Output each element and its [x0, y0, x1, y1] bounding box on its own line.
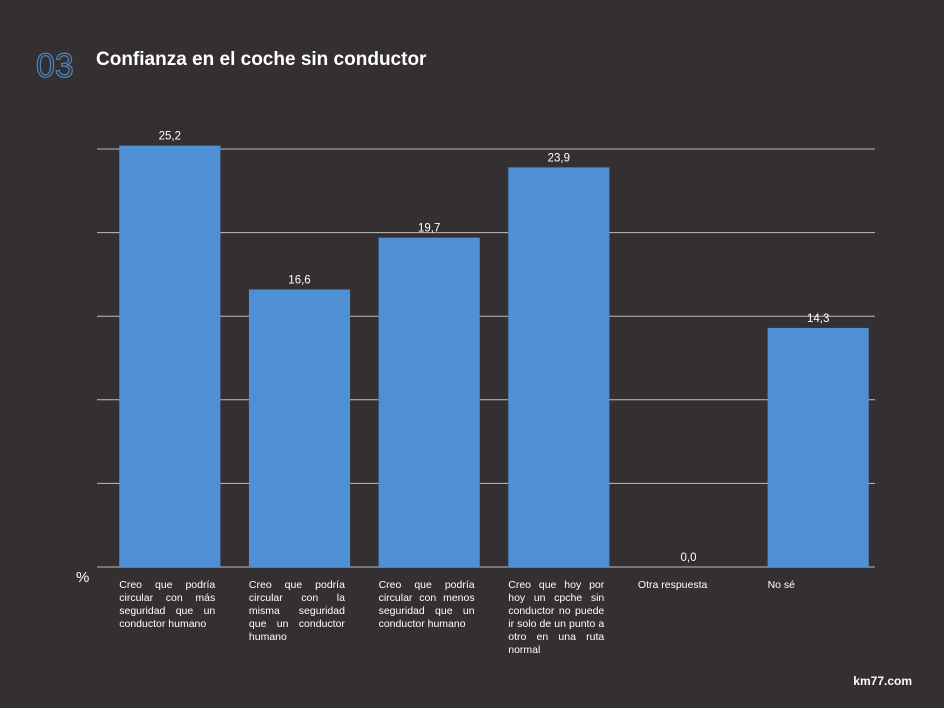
bar: [119, 145, 221, 567]
x-tick-label: No sé: [767, 579, 796, 591]
section-number: 03: [36, 47, 74, 85]
value-label: 0,0: [681, 552, 697, 564]
x-tick-label: Creo que podría circular con más segurid…: [119, 579, 216, 630]
x-tick-label: Creo que podría circular con menos segur…: [378, 579, 475, 630]
x-tick-label: Creo que hoy por hoy un cpche sin conduc…: [508, 579, 605, 656]
x-tick-label: Otra respuesta: [637, 579, 708, 591]
bar: [378, 237, 480, 567]
value-label: 25,2: [159, 131, 181, 143]
value-label: 16,6: [288, 274, 310, 286]
chart-title: Confianza en el coche sin conductor: [96, 49, 427, 70]
bar: [508, 167, 610, 567]
value-label: 14,3: [807, 313, 829, 325]
value-label: 23,9: [548, 152, 570, 164]
bar: [248, 289, 351, 567]
y-axis-label: %: [76, 569, 89, 586]
value-label: 19,7: [418, 223, 440, 235]
bar: [767, 327, 869, 567]
x-tick-label: Creo que podría circular con la misma se…: [248, 579, 345, 643]
footer: km77.com: [853, 674, 912, 688]
